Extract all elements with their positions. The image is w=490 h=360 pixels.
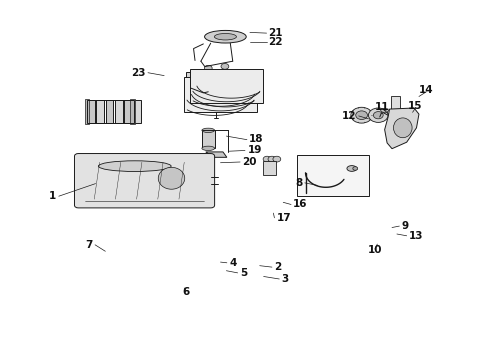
Polygon shape — [206, 152, 227, 157]
Text: 11: 11 — [375, 102, 390, 112]
Bar — [84, 99, 89, 125]
Circle shape — [368, 108, 388, 122]
Text: 9: 9 — [402, 221, 409, 231]
Text: 12: 12 — [342, 111, 357, 121]
Text: 5: 5 — [240, 268, 247, 278]
Text: 8: 8 — [295, 178, 303, 188]
Bar — [263, 161, 276, 175]
Text: 4: 4 — [229, 258, 237, 268]
Ellipse shape — [158, 167, 185, 189]
Polygon shape — [385, 108, 419, 149]
Circle shape — [390, 109, 402, 118]
Text: 10: 10 — [368, 245, 382, 255]
Text: 14: 14 — [419, 85, 434, 95]
Polygon shape — [106, 100, 113, 123]
Polygon shape — [115, 100, 122, 123]
Polygon shape — [124, 100, 132, 123]
Bar — [190, 68, 263, 103]
Polygon shape — [186, 72, 196, 88]
Circle shape — [268, 156, 276, 162]
Text: 18: 18 — [249, 134, 264, 144]
Circle shape — [221, 63, 229, 69]
Text: 6: 6 — [183, 287, 190, 297]
Ellipse shape — [381, 109, 389, 112]
Bar — [297, 155, 369, 197]
Bar — [184, 77, 257, 112]
Text: 16: 16 — [293, 199, 308, 210]
Ellipse shape — [98, 161, 171, 171]
Circle shape — [373, 112, 383, 119]
Text: 1: 1 — [49, 191, 56, 201]
Text: 23: 23 — [131, 68, 146, 78]
Circle shape — [204, 65, 212, 71]
Polygon shape — [133, 100, 141, 123]
Text: 15: 15 — [408, 101, 423, 111]
Circle shape — [351, 107, 372, 123]
Circle shape — [393, 112, 399, 116]
Ellipse shape — [347, 166, 357, 171]
Ellipse shape — [205, 30, 246, 43]
Text: 7: 7 — [86, 240, 93, 250]
Circle shape — [356, 111, 368, 120]
Polygon shape — [87, 100, 95, 123]
Polygon shape — [202, 130, 215, 148]
Text: 20: 20 — [243, 157, 257, 167]
Ellipse shape — [202, 128, 215, 132]
Ellipse shape — [200, 157, 209, 161]
Ellipse shape — [207, 91, 216, 95]
Circle shape — [273, 156, 281, 162]
Text: 19: 19 — [247, 145, 262, 156]
Text: 2: 2 — [274, 262, 282, 272]
Ellipse shape — [353, 167, 358, 170]
Text: 21: 21 — [269, 28, 283, 38]
Text: 17: 17 — [277, 213, 292, 223]
Text: 3: 3 — [282, 274, 289, 284]
Bar — [87, 100, 133, 123]
Ellipse shape — [214, 33, 237, 40]
Ellipse shape — [202, 146, 215, 150]
Polygon shape — [96, 100, 104, 123]
Ellipse shape — [393, 118, 412, 138]
Bar — [130, 99, 135, 125]
Text: 13: 13 — [409, 231, 424, 241]
Text: 22: 22 — [269, 37, 283, 48]
Circle shape — [263, 156, 271, 162]
Bar — [391, 96, 400, 112]
FancyBboxPatch shape — [74, 153, 215, 208]
